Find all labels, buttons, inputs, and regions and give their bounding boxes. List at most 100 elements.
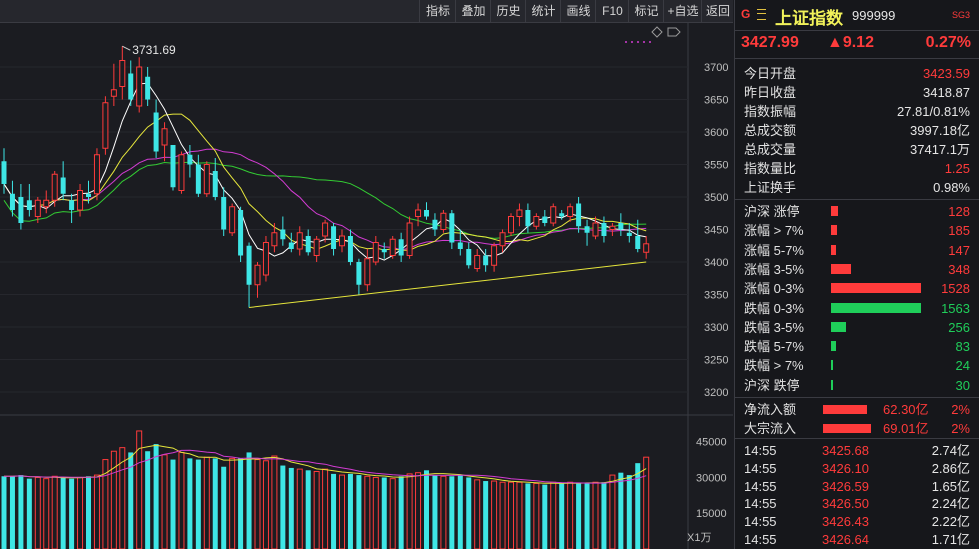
candle-body	[77, 190, 84, 211]
candle-body	[618, 223, 624, 230]
candle-body	[271, 232, 278, 247]
volume-bar	[440, 475, 447, 549]
f10-button[interactable]: F10	[595, 0, 629, 22]
candle-body	[119, 60, 126, 87]
volume-bar	[432, 475, 438, 549]
trade-row: 14:55 3426.50 2.24亿	[735, 494, 979, 513]
stat-label: 昨日收盘	[744, 85, 797, 100]
ma10-line	[3, 113, 647, 251]
candle-body	[542, 216, 548, 223]
candle-body	[153, 112, 159, 152]
menu-icon[interactable]	[757, 9, 766, 20]
stat-row: 昨日收盘 3418.87	[735, 83, 979, 102]
price-change-pct: 0.27%	[925, 34, 971, 51]
volume-bar	[203, 456, 210, 549]
candle-body	[246, 245, 252, 285]
overlay-button[interactable]: 叠加	[455, 0, 491, 22]
stat-value: 1.25	[944, 161, 970, 176]
candles	[1, 46, 650, 308]
statistics-button[interactable]: 统计	[525, 0, 561, 22]
stat-value: 0.98%	[933, 180, 970, 195]
high-price-label: 3731.69	[132, 43, 176, 57]
breadth-label: 涨幅 5-7%	[744, 242, 804, 258]
breadth-label: 沪深 跌停	[744, 377, 800, 393]
stat-value: 3418.87	[923, 85, 970, 100]
price-row: 3427.99 ▲9.12 0.27%	[735, 31, 979, 56]
candle-body	[34, 199, 41, 217]
candle-body	[280, 229, 286, 240]
index-name: 上证指数	[775, 9, 843, 28]
stat-label: 指数量比	[744, 161, 797, 176]
volume-bar	[153, 444, 159, 549]
volume-ma-lines	[4, 444, 647, 484]
volume-bar	[584, 483, 590, 549]
candle-body	[331, 226, 337, 249]
price-tick-label: 3300	[704, 322, 728, 334]
index-code: 999999	[852, 8, 896, 23]
candle-body	[128, 73, 134, 100]
flow-row: 净流入额 62.30亿 2%	[735, 400, 979, 419]
indicator-button[interactable]: 指标	[419, 0, 456, 22]
volume-bar	[339, 474, 345, 549]
volume-tick-label: 45000	[696, 437, 727, 449]
trade-time: 14:55	[744, 496, 777, 512]
volume-bar	[516, 481, 523, 549]
add-watchlist-button[interactable]: +自选	[663, 0, 702, 22]
trade-volume: 2.24亿	[931, 496, 970, 512]
draw-line-button[interactable]: 画线	[560, 0, 596, 22]
breadth-label: 跌幅 > 7%	[744, 358, 804, 374]
candle-body	[550, 206, 557, 224]
candle-body	[18, 197, 24, 223]
stat-value: 27.81/0.81%	[896, 104, 970, 119]
candle-body	[238, 210, 244, 256]
volume-bar	[161, 454, 168, 549]
trade-volume: 2.22亿	[931, 514, 970, 530]
candle-body	[9, 193, 15, 210]
back-button[interactable]: 返回	[701, 0, 734, 22]
breadth-value: 30	[955, 377, 970, 393]
history-button[interactable]: 历史	[490, 0, 526, 22]
volume-bar	[364, 475, 371, 549]
price-axis: 3200 3250 3300 3350 3400 3450 3500 3550 3600 3650…	[0, 62, 728, 399]
price-tick-label: 3600	[704, 127, 728, 139]
breadth-bar	[831, 244, 836, 255]
candle-body	[221, 197, 227, 230]
divider	[735, 30, 979, 31]
trade-price: 3426.10	[822, 460, 869, 476]
volume-bar	[262, 460, 269, 549]
candle-body	[26, 200, 32, 210]
volume-bar	[170, 459, 176, 549]
mark-button[interactable]: 标记	[628, 0, 664, 22]
candle-body	[457, 242, 463, 249]
price-tick-label: 3350	[704, 290, 728, 302]
candle-body	[525, 210, 531, 227]
volume-bar	[609, 474, 616, 549]
price-tick-label: 3250	[704, 355, 728, 367]
stat-row: 今日开盘 3423.59	[735, 64, 979, 83]
candle-body	[567, 206, 574, 217]
breadth-row: 跌幅 > 7% 24	[735, 356, 979, 375]
volume-bar	[128, 452, 134, 549]
volume-bar	[178, 451, 185, 549]
chart-controls[interactable]	[625, 26, 681, 43]
volume-bar	[618, 472, 624, 549]
candle-body	[347, 236, 353, 262]
volume-bar	[347, 473, 353, 549]
candle-body	[254, 264, 261, 286]
breadth-bar	[831, 360, 833, 371]
volume-bar	[246, 452, 252, 549]
candle-body	[229, 206, 236, 234]
kline-chart-area[interactable]: 指标 叠加 历史 统计 画线 F10 标记 +自选 返回 3200 3250 330…	[0, 0, 733, 549]
candle-body	[609, 225, 616, 230]
trade-time: 14:55	[744, 532, 777, 547]
stat-label: 今日开盘	[744, 66, 797, 81]
candle-body	[508, 216, 514, 234]
chart-svg[interactable]: 3200 3250 3300 3350 3400 3450 3500 3550 3600 3650…	[0, 0, 733, 549]
volume-bar	[86, 476, 91, 549]
breadth-label: 涨幅 > 7%	[744, 223, 804, 239]
candle-body	[364, 258, 371, 286]
g-icon[interactable]: G	[741, 7, 751, 21]
ma20-line	[3, 148, 647, 251]
candle-body	[145, 76, 151, 100]
candle-body	[449, 213, 455, 243]
